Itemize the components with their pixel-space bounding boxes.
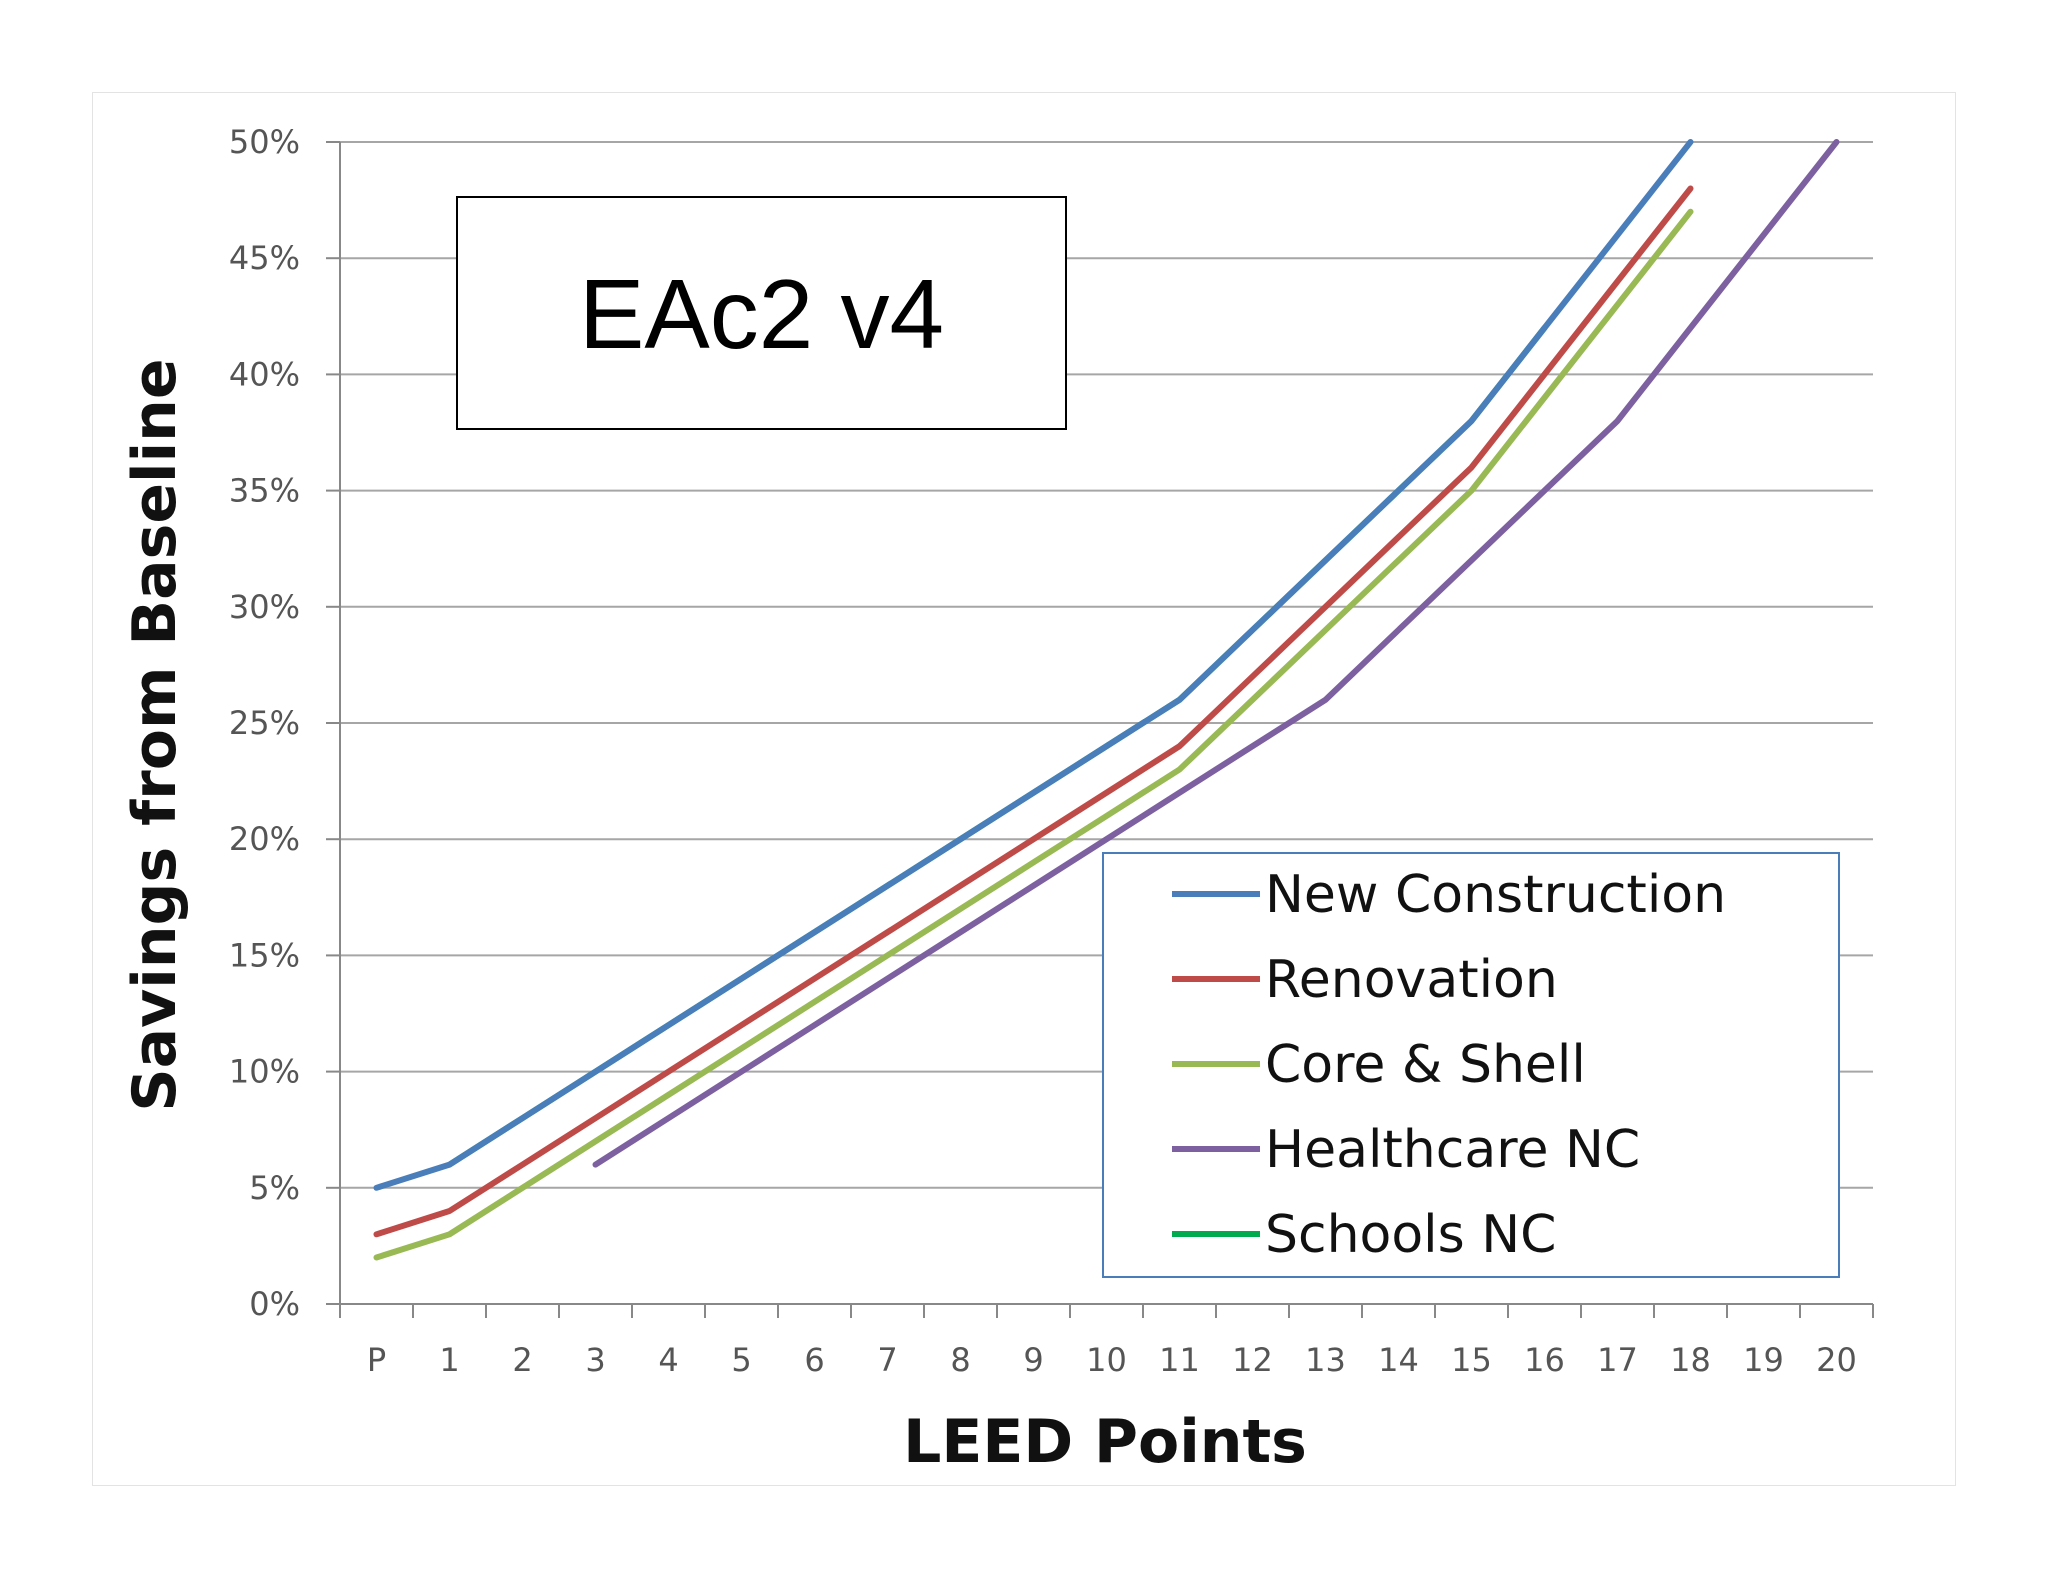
legend-label-healthcare-nc: Healthcare NC <box>1265 1120 1640 1180</box>
legend: New Construction Renovation Core & Shell He… <box>1102 852 1840 1278</box>
series-line-healthcare-nc <box>592 139 1840 1168</box>
x-tick-label: 18 <box>1670 1341 1711 1379</box>
legend-label-new-construction: New Construction <box>1265 865 1726 925</box>
x-tick-label: 20 <box>1816 1341 1857 1379</box>
x-tick-label: 4 <box>658 1341 678 1379</box>
y-tick-label: 30% <box>229 588 300 626</box>
title-box: EAc2 v4 <box>456 196 1067 430</box>
x-tick-label: 2 <box>512 1341 532 1379</box>
series-line-new-construction <box>373 139 1694 1191</box>
x-tick-label: 6 <box>804 1341 824 1379</box>
x-tick-label: 3 <box>585 1341 605 1379</box>
series-line-core-shell <box>373 208 1694 1261</box>
x-axis-title: LEED Points <box>903 1407 1307 1477</box>
x-tick-label: 14 <box>1378 1341 1419 1379</box>
legend-label-renovation: Renovation <box>1265 950 1558 1010</box>
y-tick-label: 15% <box>229 936 300 974</box>
y-tick-label: 20% <box>229 820 300 858</box>
x-tick-label: 7 <box>877 1341 897 1379</box>
x-tick-label: 11 <box>1159 1341 1200 1379</box>
x-tick-label: 17 <box>1597 1341 1638 1379</box>
x-tick-label: 13 <box>1305 1341 1346 1379</box>
x-tick-label: 19 <box>1743 1341 1784 1379</box>
x-tick-label: 15 <box>1451 1341 1492 1379</box>
legend-label-core-shell: Core & Shell <box>1265 1035 1586 1095</box>
series-lines <box>373 139 1840 1261</box>
chart-title: EAc2 v4 <box>579 259 944 369</box>
y-tick-label: 5% <box>249 1169 300 1207</box>
x-tick-label: 16 <box>1524 1341 1565 1379</box>
x-tick-label: P <box>367 1341 386 1379</box>
y-tick-label: 25% <box>229 704 300 742</box>
x-tick-label: 10 <box>1086 1341 1127 1379</box>
x-tick-label: 1 <box>439 1341 459 1379</box>
x-tick-label: 9 <box>1023 1341 1043 1379</box>
series-line-renovation <box>373 185 1694 1238</box>
y-tick-label: 35% <box>229 472 300 510</box>
y-tick-label: 10% <box>229 1053 300 1091</box>
y-tick-label: 45% <box>229 239 300 277</box>
x-tick-label: 5 <box>731 1341 751 1379</box>
y-axis-title: Savings from Baseline <box>120 358 190 1111</box>
legend-label-schools-nc: Schools NC <box>1265 1205 1556 1265</box>
y-tick-label: 40% <box>229 355 300 393</box>
y-tick-label: 50% <box>229 123 300 161</box>
x-tick-label: 8 <box>950 1341 970 1379</box>
axes: 0%5%10%15%20%25%30%35%40%45%50%P 1 2 3 4 5 6 7 8… <box>229 123 1874 1379</box>
y-tick-label: 0% <box>249 1285 300 1323</box>
x-tick-label: 12 <box>1232 1341 1273 1379</box>
